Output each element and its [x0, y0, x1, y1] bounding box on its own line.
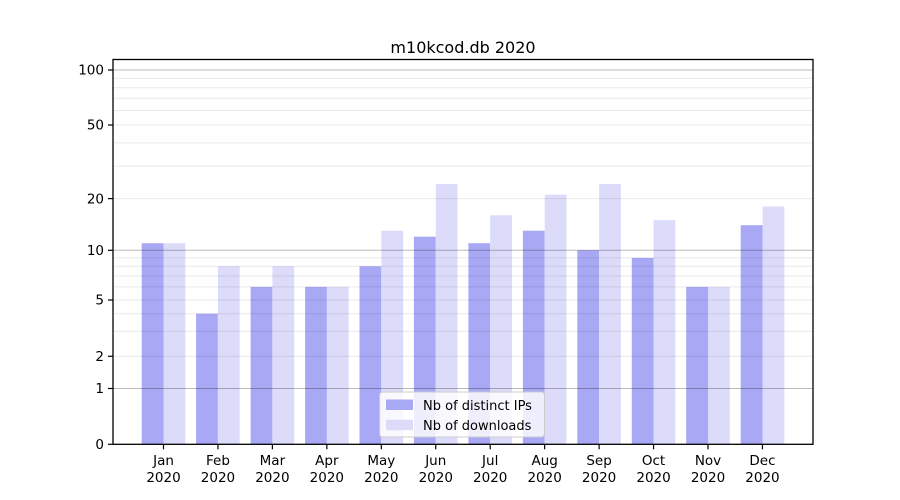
x-tick-label-month-apr: Apr: [315, 453, 339, 469]
y-tick-label-100: 100: [78, 63, 104, 79]
y-tick-label-0: 0: [95, 437, 104, 453]
x-tick-label-year-jan: 2020: [146, 470, 180, 486]
bar-nb-of-downloads-oct: [653, 220, 676, 445]
bar-nb-of-downloads-jun: [435, 184, 458, 445]
bar-nb-of-distinct-ips-jan: [141, 243, 164, 445]
x-tick-label-year-sep: 2020: [582, 470, 616, 486]
x-tick-label-month-jun: Jun: [424, 453, 446, 469]
x-tick-label-year-feb: 2020: [201, 470, 235, 486]
legend-swatch-nb-of-distinct-ips: [386, 399, 413, 410]
legend-label-nb-of-distinct-ips: Nb of distinct IPs: [423, 399, 532, 414]
bar-nb-of-downloads-jul: [490, 215, 512, 445]
legend-label-nb-of-downloads: Nb of downloads: [423, 419, 532, 434]
x-tick-label-year-aug: 2020: [527, 470, 561, 486]
bar-nb-of-downloads-dec: [762, 206, 785, 445]
y-tick-label-20: 20: [87, 191, 104, 207]
x-tick-label-month-aug: Aug: [531, 453, 557, 469]
bar-nb-of-distinct-ips-mar: [250, 286, 273, 445]
x-tick-label-month-jan: Jan: [152, 453, 174, 469]
chart-title: m10kcod.db 2020: [390, 38, 535, 57]
bar-nb-of-downloads-apr: [326, 286, 349, 445]
y-tick-label-1: 1: [95, 381, 104, 397]
x-tick-label-year-oct: 2020: [636, 470, 670, 486]
x-tick-label-year-jul: 2020: [473, 470, 507, 486]
x-tick-label-year-mar: 2020: [255, 470, 289, 486]
y-tick-label-5: 5: [95, 293, 104, 309]
x-tick-label-month-dec: Dec: [749, 453, 775, 469]
x-tick-label-year-apr: 2020: [310, 470, 344, 486]
legend: Nb of distinct IPs Nb of downloads: [379, 391, 545, 438]
x-tick-label-month-sep: Sep: [586, 453, 611, 469]
bar-nb-of-downloads-nov: [708, 286, 730, 445]
bar-nb-of-downloads-jan: [163, 243, 186, 445]
bar-nb-of-distinct-ips-sep: [577, 250, 600, 445]
bar-nb-of-distinct-ips-may: [359, 266, 382, 445]
x-tick-label-month-feb: Feb: [206, 453, 230, 469]
bar-nb-of-distinct-ips-feb: [196, 313, 218, 445]
tick-labels-group: 1005020105210Jan2020Feb2020Mar2020Apr202…: [78, 63, 779, 486]
bar-nb-of-distinct-ips-apr: [305, 286, 327, 445]
y-tick-label-50: 50: [87, 118, 104, 134]
y-tick-label-2: 2: [95, 349, 104, 365]
legend-box: [379, 391, 545, 438]
bar-nb-of-downloads-aug: [544, 194, 567, 445]
bar-nb-of-downloads-mar: [272, 266, 295, 445]
bar-nb-of-downloads-feb: [217, 266, 240, 445]
plot-border: [112, 58, 814, 445]
x-tick-label-month-mar: Mar: [260, 453, 286, 469]
x-tick-label-year-may: 2020: [364, 470, 398, 486]
bar-nb-of-distinct-ips-dec: [740, 225, 763, 445]
bar-nb-of-downloads-may: [381, 230, 404, 445]
bar-nb-of-distinct-ips-oct: [631, 257, 654, 445]
gridlines-group: [113, 69, 813, 389]
bar-nb-of-distinct-ips-nov: [686, 286, 708, 445]
legend-swatch-nb-of-downloads: [386, 419, 413, 431]
x-tick-label-month-nov: Nov: [695, 453, 721, 469]
x-tick-label-year-nov: 2020: [691, 470, 725, 486]
x-tick-label-year-dec: 2020: [745, 470, 779, 486]
y-tick-label-10: 10: [87, 243, 104, 259]
axes-group: [108, 58, 814, 450]
x-tick-label-year-jun: 2020: [419, 470, 453, 486]
bar-nb-of-downloads-sep: [599, 184, 621, 445]
x-tick-label-month-may: May: [367, 453, 395, 469]
x-tick-label-month-oct: Oct: [642, 453, 665, 469]
x-tick-label-month-jul: Jul: [481, 453, 498, 469]
bar-nb-of-distinct-ips-aug: [522, 230, 545, 445]
